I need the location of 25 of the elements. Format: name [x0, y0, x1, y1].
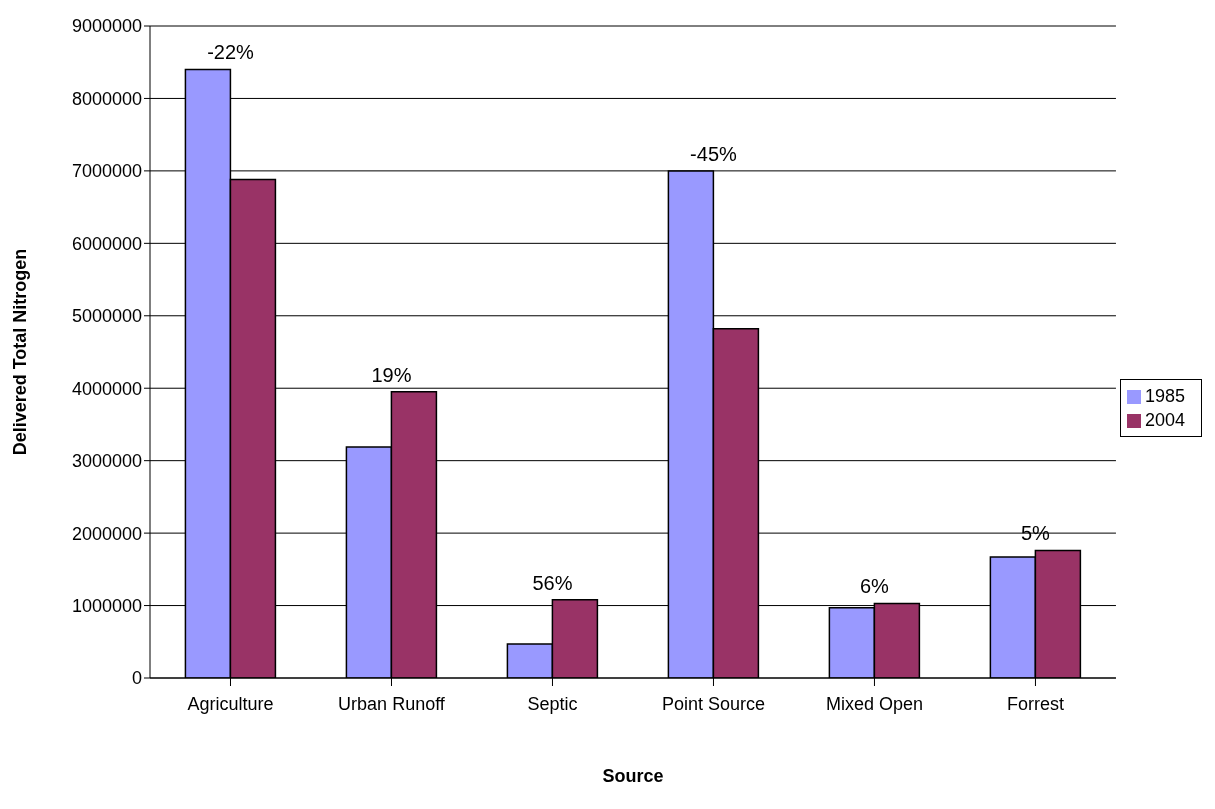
y-tick-label: 8000000	[71, 88, 142, 109]
x-tick-label: Urban Runoff	[338, 694, 446, 714]
x-tick-label: Septic	[527, 694, 578, 714]
y-tick-label: 6000000	[71, 233, 142, 254]
y-tick-label: 3000000	[71, 451, 142, 472]
x-tick-label: Agriculture	[187, 694, 274, 714]
x-tick-label: Mixed Open	[825, 694, 923, 714]
annotation: 6%	[860, 575, 890, 598]
x-tick-label: Forrest	[1006, 694, 1064, 714]
y-axis-title: Delivered Total Nitrogen	[10, 248, 31, 456]
annotation: -22%	[207, 41, 255, 64]
y-tick-label: 2000000	[71, 523, 142, 544]
annotation: 19%	[371, 363, 412, 386]
y-tick-label: 5000000	[71, 306, 142, 327]
y-tick-label: 7000000	[71, 161, 142, 182]
annotation: -45%	[690, 142, 738, 165]
y-tick-label: 1000000	[71, 595, 142, 616]
y-tick-label: 4000000	[71, 378, 142, 399]
x-axis-title: Source	[602, 766, 664, 786]
legend-label: 1985	[1144, 386, 1185, 406]
y-tick-label: 0	[131, 668, 142, 689]
x-tick-label: Point Source	[661, 694, 765, 714]
legend-label: 2004	[1144, 410, 1185, 430]
annotation: 56%	[532, 571, 573, 594]
y-tick-label: 9000000	[71, 16, 142, 37]
